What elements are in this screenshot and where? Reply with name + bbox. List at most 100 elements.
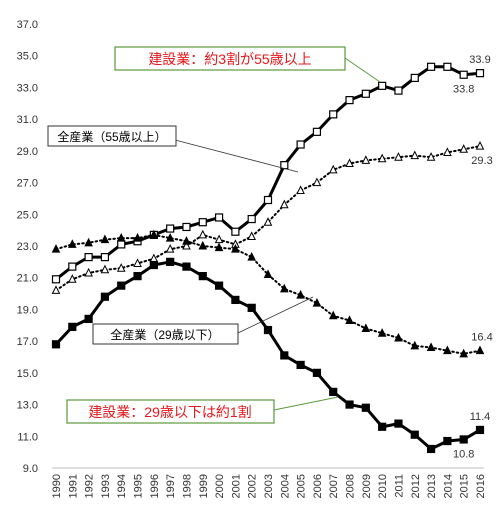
y-tick-label: 27.0 [17, 178, 38, 190]
point-construction_29 [459, 435, 468, 444]
annotation-all-29: 全産業（29歳以下） [92, 296, 314, 345]
data-label: 29.3 [471, 155, 492, 167]
point-all_55 [51, 285, 61, 294]
y-tick-label: 37.0 [17, 19, 38, 31]
point-all_29 [279, 283, 289, 293]
point-construction_29 [100, 292, 110, 301]
point-all_55 [377, 153, 387, 163]
point-all_29 [133, 232, 142, 242]
point-construction_55 [459, 70, 468, 79]
series-construction_55 [51, 62, 485, 284]
point-construction_29 [68, 322, 77, 331]
x-tick-label: 2009 [361, 474, 373, 498]
point-construction_55 [51, 275, 61, 284]
y-tick-label: 35.0 [17, 51, 38, 63]
point-all_29 [67, 239, 77, 248]
y-tick-label: 23.0 [17, 241, 38, 253]
point-all_55 [296, 185, 305, 194]
point-construction_55 [263, 195, 273, 205]
series-all_55 [51, 140, 485, 294]
point-all_55 [410, 150, 420, 160]
x-tick-label: 2015 [459, 474, 471, 498]
point-construction_55 [231, 227, 240, 236]
point-all_29 [312, 297, 322, 307]
y-tick-label: 25.0 [17, 209, 38, 221]
point-construction_29 [133, 272, 142, 281]
point-all_55 [133, 258, 142, 267]
point-all_55 [165, 244, 175, 253]
point-all_55 [182, 240, 191, 250]
x-tick-label: 1991 [67, 474, 79, 498]
point-all_29 [51, 244, 61, 253]
point-all_55 [116, 263, 126, 272]
point-construction_29 [410, 430, 419, 439]
x-tick-label: 2006 [312, 474, 324, 498]
callout-text-all-29: 全産業（29歳以下） [110, 327, 219, 342]
point-all_55 [100, 264, 110, 274]
y-tick-label: 17.0 [17, 336, 38, 348]
point-construction_55 [68, 262, 77, 271]
point-all_29 [84, 237, 93, 247]
point-construction_55 [84, 253, 93, 262]
y-tick-label: 21.0 [17, 273, 38, 285]
point-construction_29 [475, 425, 485, 435]
point-all_55 [459, 144, 469, 153]
point-construction_55 [100, 253, 110, 262]
point-construction_29 [182, 262, 191, 271]
point-construction_29 [51, 340, 61, 349]
point-construction_29 [117, 281, 126, 290]
point-construction_29 [149, 260, 158, 270]
point-all_55 [443, 147, 452, 156]
point-all_29 [182, 236, 191, 245]
point-construction_29 [394, 419, 403, 428]
point-all_29 [296, 290, 305, 299]
x-tick-label: 2000 [214, 474, 226, 498]
point-all_29 [426, 342, 436, 351]
point-construction_29 [329, 387, 338, 396]
point-all_55 [279, 199, 289, 209]
point-construction_29 [443, 436, 452, 446]
point-construction_55 [475, 69, 485, 78]
x-tick-label: 2005 [296, 474, 308, 498]
point-construction_29 [378, 422, 387, 431]
callout-box-construction-29 [66, 399, 275, 424]
y-tick-label: 11.0 [17, 431, 38, 443]
callout-box-construction-55 [114, 46, 346, 71]
x-tick-label: 1995 [133, 474, 145, 498]
x-tick-label: 2011 [393, 474, 405, 498]
point-construction_29 [84, 314, 93, 324]
point-construction_29 [263, 325, 273, 335]
x-tick-label: 2008 [345, 474, 357, 498]
series-layer [51, 62, 485, 454]
point-all_55 [394, 152, 403, 161]
point-all_55 [328, 164, 338, 174]
x-tick-label: 2012 [410, 474, 422, 498]
x-tick-label: 2002 [247, 474, 259, 498]
data-label: 16.4 [471, 332, 492, 344]
point-all_29 [247, 251, 257, 261]
x-tick-label: 2013 [426, 474, 438, 498]
point-construction_55 [166, 224, 175, 233]
point-all_29 [231, 244, 240, 253]
x-tick-label: 2001 [230, 474, 242, 498]
point-all_29 [214, 242, 224, 252]
point-construction_29 [345, 400, 354, 409]
x-tick-label: 2010 [377, 474, 389, 498]
point-all_55 [84, 267, 93, 277]
point-all_29 [475, 345, 485, 355]
point-construction_55 [296, 140, 305, 149]
point-all_29 [394, 332, 403, 342]
callout-box-all-55 [47, 125, 177, 147]
point-construction_29 [231, 295, 240, 305]
callout-line-construction-29 [273, 396, 339, 411]
x-tick-label: 1999 [198, 474, 210, 498]
point-all_55 [345, 158, 354, 168]
point-all_55 [426, 152, 436, 161]
x-tick-label: 1998 [181, 474, 193, 498]
callout-line-all-55 [174, 139, 299, 173]
point-all_29 [443, 345, 452, 355]
y-tick-label: 15.0 [17, 368, 38, 380]
y-tick-label: 31.0 [17, 114, 38, 126]
point-construction_29 [198, 272, 207, 281]
